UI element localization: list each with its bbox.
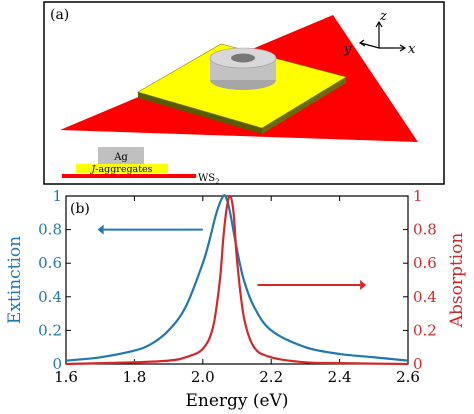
axes-triad bbox=[358, 20, 407, 52]
j-aggregate-legend-bar bbox=[76, 164, 168, 173]
y-tick-label-left: 0 bbox=[52, 355, 62, 373]
y-tick-label-left: 0.6 bbox=[38, 254, 62, 272]
y-axis-label-left: Extinction bbox=[5, 236, 25, 324]
slab-front-left-edge bbox=[138, 92, 262, 134]
x-tick-label: 2.2 bbox=[259, 368, 283, 386]
panel-a-label: (a) bbox=[50, 7, 69, 23]
x-axis-label: Energy (eV) bbox=[185, 391, 288, 411]
y-tick-label-left: 0.4 bbox=[38, 288, 62, 306]
x-axis-label: x bbox=[408, 42, 416, 57]
y-axis-line bbox=[360, 42, 380, 49]
absorption-curve bbox=[65, 194, 409, 366]
y-tick-label-right: 1 bbox=[413, 187, 423, 205]
cross-section-legend: Ag J-aggregates WS2 bbox=[62, 147, 220, 186]
ag-ring bbox=[209, 47, 277, 90]
ag-legend-label: Ag bbox=[113, 152, 128, 163]
z-axis-label: z bbox=[379, 9, 387, 24]
x-arrowhead bbox=[399, 44, 407, 52]
y-axis-label: y bbox=[343, 42, 352, 57]
y-tick-label-left: 1 bbox=[52, 187, 62, 205]
x-tick-label: 1.8 bbox=[122, 368, 146, 386]
y-tick-label-left: 0.2 bbox=[38, 321, 62, 339]
x-tick-label: 2.0 bbox=[191, 368, 215, 386]
ws2-legend-label: WS2 bbox=[198, 173, 220, 186]
y-tick-label-right: 0.8 bbox=[413, 221, 437, 239]
series-layer bbox=[65, 194, 409, 366]
y-tick-label-left: 0.8 bbox=[38, 221, 62, 239]
x-tick-label: 2.6 bbox=[396, 368, 420, 386]
arrowhead bbox=[360, 280, 367, 291]
y-tick-label-right: 0.4 bbox=[413, 288, 437, 306]
panel-b-chart: (b) Extinction Absorption Energy (eV) 1.… bbox=[5, 187, 467, 411]
arrowhead bbox=[97, 224, 104, 235]
j-aggregate-legend-label: J-aggregates bbox=[89, 164, 152, 175]
x-tick-label: 2.4 bbox=[328, 368, 352, 386]
y-arrowhead bbox=[358, 39, 366, 47]
y-tick-label-right: 0.6 bbox=[413, 254, 437, 272]
ag-legend-box bbox=[98, 147, 144, 164]
y-tick-label-right: 0.2 bbox=[413, 321, 437, 339]
ag-ring-hole bbox=[231, 53, 255, 63]
plot-frame bbox=[65, 195, 409, 365]
panel-b-label: (b) bbox=[70, 201, 90, 217]
extinction-curve bbox=[65, 194, 409, 362]
x-tick-label: 1.6 bbox=[54, 368, 78, 386]
ws2-legend-bar bbox=[62, 174, 196, 178]
slab-front-right-edge bbox=[262, 77, 346, 134]
y-axis-label-right: Absorption bbox=[447, 233, 467, 329]
arrow-layer bbox=[97, 224, 367, 291]
panel-a: (a) z y x Ag bbox=[43, 1, 445, 186]
z-arrowhead bbox=[375, 20, 383, 28]
y-tick-label-right: 0 bbox=[413, 355, 423, 373]
tick-layer: 1.6 1.8 2.0 2.2 2.4 2.600.20.40.60.8100.20.40… bbox=[38, 187, 437, 386]
